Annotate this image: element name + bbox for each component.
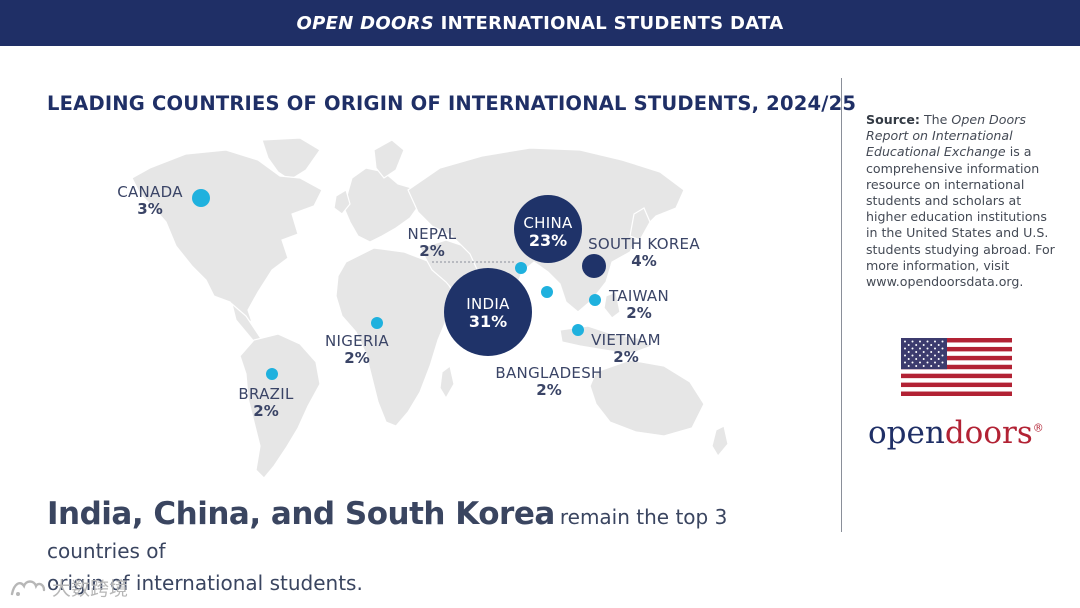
label-canada-share: 3%: [137, 199, 163, 218]
bangladesh-bubble: [541, 286, 553, 298]
map-panel: LEADING COUNTRIES OF ORIGIN OF INTERNATI…: [47, 92, 856, 479]
headline: India, China, and South Korea remain the…: [47, 498, 807, 597]
world-map: [131, 137, 729, 479]
label-taiwan-name: TAIWAN: [609, 287, 669, 305]
label-bangladesh-name: BANGLADESH: [495, 364, 603, 382]
label-india-share: 31%: [468, 311, 508, 331]
new-zealand-shape: [711, 425, 729, 458]
bubbles: [192, 189, 606, 380]
label-china: CHINA 23%: [508, 215, 588, 250]
vietnam-bubble: [572, 324, 584, 336]
india-bubble: [444, 268, 532, 356]
label-bangladesh-share: 2%: [536, 380, 562, 399]
philippines-shape: [603, 291, 621, 319]
label-taiwan-share: 2%: [626, 303, 652, 322]
label-bangladesh: BANGLADESH 2%: [494, 365, 604, 399]
label-nigeria: NIGERIA 2%: [318, 333, 396, 367]
china-bubble: [514, 195, 582, 263]
north-america-shape: [131, 149, 323, 323]
headline-rest: remain the top 3 countries of: [47, 505, 728, 563]
label-brazil-name: BRAZIL: [238, 385, 294, 403]
source-report-title: Open Doors Report on International Educa…: [866, 112, 1026, 160]
us-flag-icon: [901, 338, 1012, 396]
europe-shape: [343, 167, 421, 243]
source-label: Source:: [866, 112, 920, 127]
label-south-korea-share: 4%: [631, 251, 657, 270]
label-india-name: INDIA: [466, 295, 510, 313]
source-description: is a comprehensive information resource …: [866, 144, 1055, 290]
label-nepal: NEPAL 2%: [402, 226, 462, 260]
label-nepal-share: 2%: [419, 241, 445, 260]
headline-bold: India, China, and South Korea: [47, 496, 555, 532]
label-nigeria-name: NIGERIA: [325, 332, 389, 350]
headline-line2: origin of international students.: [47, 571, 363, 595]
label-south-korea: SOUTH KOREA 4%: [586, 236, 702, 270]
label-vietnam-name: VIETNAM: [591, 331, 661, 349]
south-korea-bubble: [582, 254, 606, 278]
label-china-share: 23%: [528, 230, 568, 250]
australia-shape: [589, 359, 705, 437]
label-nigeria-share: 2%: [344, 348, 370, 367]
label-nepal-name: NEPAL: [407, 225, 457, 243]
label-brazil: BRAZIL 2%: [232, 386, 300, 420]
label-vietnam: VIETNAM 2%: [588, 332, 664, 366]
japan-shape: [629, 207, 651, 241]
logo-doors: doors: [944, 415, 1033, 451]
landmass: [131, 137, 729, 479]
label-canada-name: CANADA: [117, 183, 183, 201]
label-brazil-share: 2%: [253, 401, 279, 420]
label-india: INDIA 31%: [448, 296, 528, 331]
header-title-rest: INTERNATIONAL STUDENTS DATA: [440, 12, 784, 34]
header-title-italic: OPEN DOORS: [296, 12, 435, 34]
canada-bubble: [192, 189, 210, 207]
map-title: LEADING COUNTRIES OF ORIGIN OF INTERNATI…: [47, 92, 857, 115]
label-canada: CANADA 3%: [112, 184, 188, 218]
header-bar: OPEN DOORS INTERNATIONAL STUDENTS DATA: [0, 0, 1080, 46]
label-vietnam-share: 2%: [613, 347, 639, 366]
brand-logo-icon: [10, 579, 46, 596]
vertical-divider: [841, 78, 842, 532]
header-title: OPEN DOORS INTERNATIONAL STUDENTS DATA: [297, 13, 784, 34]
label-taiwan: TAIWAN 2%: [604, 288, 674, 322]
scandinavia-shape: [373, 139, 405, 179]
brazil-bubble: [266, 368, 278, 380]
label-south-korea-name: SOUTH KOREA: [588, 235, 700, 253]
logo-open: open: [868, 415, 945, 451]
madagascar-shape: [439, 364, 455, 400]
source-pre: The: [923, 112, 948, 127]
watermark-text: 大数跨境: [52, 578, 129, 600]
south-america-shape: [239, 333, 321, 479]
logo-registered-mark: ®: [1032, 421, 1044, 435]
source-note: Source: The Open Doors Report on Interna…: [866, 112, 1056, 290]
label-china-name: CHINA: [523, 214, 573, 232]
taiwan-bubble: [589, 294, 601, 306]
opendoors-logo: opendoors®: [868, 415, 1044, 451]
nepal-bubble: [515, 262, 527, 274]
watermark: 大数跨境: [8, 574, 128, 601]
nigeria-bubble: [371, 317, 383, 329]
greenland-shape: [261, 137, 321, 181]
uk-shape: [333, 189, 351, 215]
